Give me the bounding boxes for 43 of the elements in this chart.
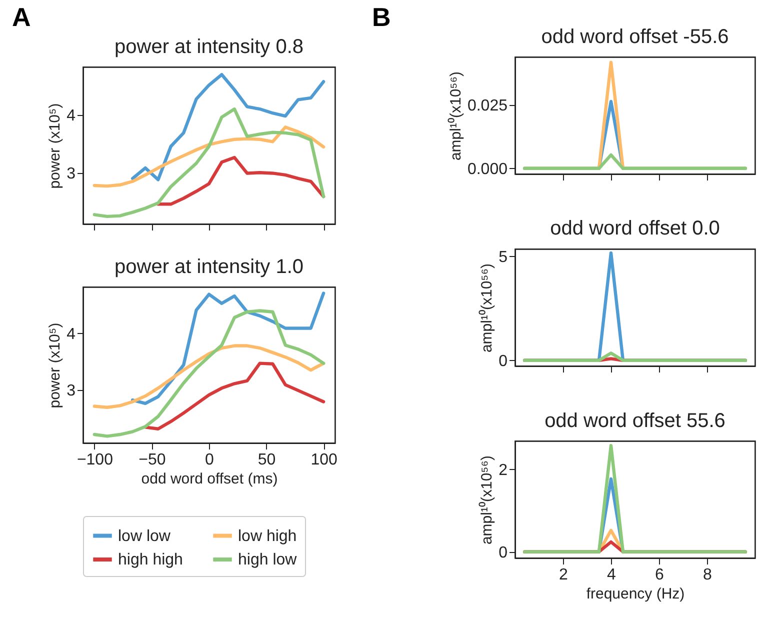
x-tick-label: 50 — [258, 452, 276, 468]
x-tick-label: 0 — [205, 452, 214, 468]
text: B — [372, 2, 391, 33]
y-axis-title: ampl¹⁰(x10⁵⁶) — [447, 71, 464, 161]
y-axis-title: power (x10⁵) — [46, 322, 64, 408]
y-tick-label: 0.000 — [467, 160, 508, 178]
line-series — [92, 107, 326, 218]
x-axis-title: odd word offset (ms) — [141, 470, 278, 488]
y-tick-label: 0.025 — [467, 97, 508, 114]
x-tick-label: 2 — [559, 566, 568, 584]
y-tick-label: 0 — [498, 544, 508, 562]
chart-title: odd word offset 55.6 — [544, 410, 726, 432]
chart-title: power at intensity 0.8 — [114, 36, 304, 58]
chart-title: odd word offset -55.6 — [541, 26, 729, 48]
legend-label: high high — [118, 552, 183, 568]
legend-label: low high — [238, 528, 297, 545]
line-series — [92, 344, 326, 409]
y-tick-label: 4 — [66, 326, 76, 343]
line-series — [144, 362, 326, 430]
line-series — [131, 72, 326, 182]
y-tick-label: 3 — [66, 166, 76, 183]
x-axis-title: frequency (Hz) — [586, 586, 685, 602]
x-tick-label: 8 — [703, 566, 712, 584]
y-axis-title: power (x10⁵) — [46, 103, 64, 189]
x-tick-label: −50 — [138, 452, 166, 468]
line-series — [92, 126, 326, 188]
y-tick-label: 5 — [498, 248, 508, 266]
y-tick-label: 4 — [66, 107, 76, 124]
y-axis-title: ampl¹⁰(x10⁵⁶) — [478, 263, 496, 353]
x-tick-label: 100 — [310, 452, 338, 468]
x-tick-label: −100 — [76, 452, 114, 468]
y-axis-title: ampl¹⁰(x10⁵⁶) — [478, 455, 496, 545]
x-tick-label: 4 — [607, 566, 616, 584]
legend-label: low low — [118, 528, 171, 545]
line-series — [92, 309, 326, 438]
y-tick-label: 3 — [66, 382, 76, 400]
chart-title: power at intensity 1.0 — [114, 256, 304, 278]
x-tick-label: 6 — [655, 566, 664, 584]
line-series — [131, 292, 326, 406]
chart-title: odd word offset 0.0 — [550, 217, 720, 240]
text: A — [12, 2, 31, 33]
y-tick-label: 0 — [498, 352, 508, 370]
legend-label: high low — [238, 552, 298, 568]
